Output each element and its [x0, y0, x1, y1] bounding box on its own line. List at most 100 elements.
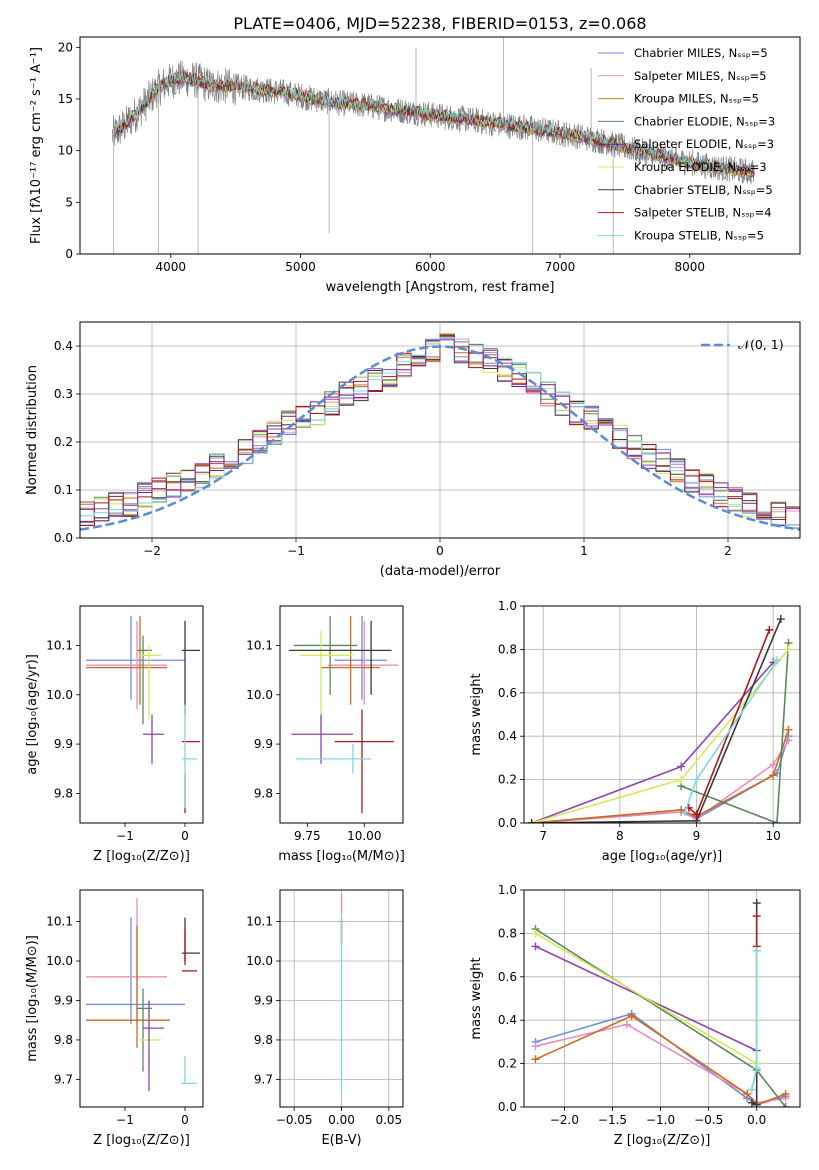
y-tick-label: 0.4 [498, 729, 517, 743]
weight-marker [747, 1085, 756, 1094]
y-tick-label: 0.0 [498, 816, 517, 830]
x-tick-label: 0.05 [375, 1113, 402, 1127]
axes-frame [79, 889, 204, 1108]
weight-marker [773, 656, 781, 665]
weight-marker [752, 1063, 761, 1072]
x-axis-label: E(B-V) [321, 1133, 361, 1148]
axes-frame [523, 605, 801, 824]
y-tick-label: 0.2 [54, 435, 73, 449]
x-tick-label: −1.5 [598, 1113, 627, 1127]
weight-marker [627, 1011, 636, 1020]
legend-label: 𝒩(0, 1) [738, 337, 784, 352]
x-tick-label: −1 [116, 829, 134, 843]
weight-marker [776, 615, 785, 624]
y-axis-label: mass weight [469, 673, 484, 755]
x-tick-label: 7000 [545, 260, 576, 274]
y-tick-label: 0.4 [498, 1013, 517, 1027]
x-tick-label: 5000 [285, 260, 316, 274]
weight-marker [692, 775, 701, 784]
x-tick-label: 0 [181, 1113, 189, 1127]
x-tick-label: 0 [181, 829, 189, 843]
weight-marker [769, 771, 778, 780]
x-tick-label: 1 [580, 544, 588, 558]
y-axis-label: age [log₁₀(age/yr)] [25, 654, 40, 775]
y-axis-label: Normed distribution [25, 365, 40, 495]
y-tick-label: 10.1 [246, 638, 273, 652]
panel-spectrum: 4000 5000 6000 7000 8000 0 5 10 15 20 wavelength [… [29, 36, 801, 295]
spectrum-traces [112, 37, 755, 254]
model-spectrum-line [114, 71, 755, 176]
x-tick-label: 0.00 [328, 1113, 355, 1127]
legend-label: Chabrier MILES, Nₛₛₚ=5 [634, 46, 768, 60]
y-tick-label: 9.9 [254, 737, 273, 751]
panel-mass_weight_vs_Z: −2.0 −1.5 −1.0 −0.5 0.0 0.0 0.2 0.4 0.6 0.8 1.0 Z [… [469, 883, 801, 1148]
weight-marker [765, 625, 774, 634]
x-tick-label: −0.05 [276, 1113, 313, 1127]
x-axis-label: (data-model)/error [380, 564, 501, 579]
weight-marker [752, 1100, 761, 1107]
panel-age_vs_Z: −1 0 9.8 9.9 10.0 10.1 Z [log₁₀(Z/Z⊙)] age [log… [25, 605, 204, 864]
legend-label: Salpeter STELIB, Nₛₛₚ=4 [634, 206, 772, 220]
y-tick-label: 10 [58, 144, 73, 158]
axes-frame [79, 36, 801, 255]
weight-marker [531, 1055, 540, 1064]
y-tick-label: 9.7 [254, 1072, 273, 1086]
x-tick-label: 8 [616, 829, 624, 843]
y-tick-label: 0.1 [54, 483, 73, 497]
y-tick-label: 10.0 [46, 688, 73, 702]
histogram-step-line [80, 339, 800, 520]
weight-marker [527, 819, 536, 823]
weight-marker [531, 1042, 540, 1051]
y-tick-label: 5 [65, 195, 73, 209]
weight-series-line [531, 661, 774, 823]
weight-marker [784, 736, 793, 745]
errorbar-group [289, 615, 399, 814]
histogram-traces [80, 333, 800, 531]
x-tick-label: −2.0 [550, 1113, 579, 1127]
panel-age_vs_mass: 9.75 10.00 9.8 9.9 10.0 10.1 mass [log₁₀(M/M⊙)… [246, 605, 405, 864]
y-tick-label: 0.2 [498, 773, 517, 787]
y-tick-label: 0.8 [498, 642, 517, 656]
y-tick-label: 9.9 [54, 993, 73, 1007]
legend-label: Chabrier ELODIE, Nₛₛₚ=3 [634, 114, 775, 128]
weight-marker [677, 762, 686, 771]
weight-marker [681, 808, 689, 817]
y-tick-label: 10.1 [46, 638, 73, 652]
x-axis-label: age [log₁₀(age/yr)] [602, 849, 723, 864]
y-tick-label: 10.1 [246, 915, 273, 929]
y-tick-label: 0.6 [498, 970, 517, 984]
y-tick-label: 10.1 [46, 915, 73, 929]
x-tick-label: −2 [143, 544, 161, 558]
legend-label: Kroupa STELIB, Nₛₛₚ=5 [634, 228, 764, 242]
y-tick-label: 9.8 [54, 1033, 73, 1047]
x-tick-label: −1 [116, 1113, 134, 1127]
y-tick-label: 0.2 [498, 1057, 517, 1071]
y-axis-label: mass [log₁₀(M/M⊙)] [25, 935, 40, 1062]
y-tick-label: 0.8 [498, 926, 517, 940]
x-tick-label: 2 [724, 544, 732, 558]
weight-marker [531, 942, 540, 951]
y-tick-label: 0.6 [498, 686, 517, 700]
y-tick-label: 0.4 [54, 339, 73, 353]
legend-label: Kroupa ELODIE, Nₛₛₚ=3 [634, 160, 767, 174]
weight-marker [677, 775, 686, 784]
panel-mass_vs_Z: −1 0 9.7 9.8 9.9 10.0 10.1 Z [log₁₀(Z/Z⊙)] mass … [25, 889, 204, 1148]
weight-series-line [535, 932, 758, 1065]
legend-label: Salpeter ELODIE, Nₛₛₚ=3 [634, 137, 774, 151]
x-axis-label: Z [log₁₀(Z/Z⊙)] [93, 849, 190, 864]
legend-label: Salpeter MILES, Nₛₛₚ=5 [634, 69, 767, 83]
errorbar-group [86, 897, 200, 1092]
y-axis-label: Flux [fλ10⁻¹⁷ erg cm⁻² s⁻¹ A⁻¹] [29, 47, 44, 244]
weight-marker [752, 899, 761, 908]
weight-marker [784, 645, 793, 654]
y-tick-label: 1.0 [498, 599, 517, 613]
weight-marker [747, 1098, 756, 1107]
y-tick-label: 1.0 [498, 883, 517, 897]
y-tick-label: 9.9 [54, 737, 73, 751]
y-tick-label: 10.0 [46, 954, 73, 968]
y-tick-label: 20 [58, 40, 73, 54]
x-tick-label: 10.00 [347, 829, 381, 843]
axes-frame [79, 321, 801, 539]
weight-lines [527, 615, 793, 823]
